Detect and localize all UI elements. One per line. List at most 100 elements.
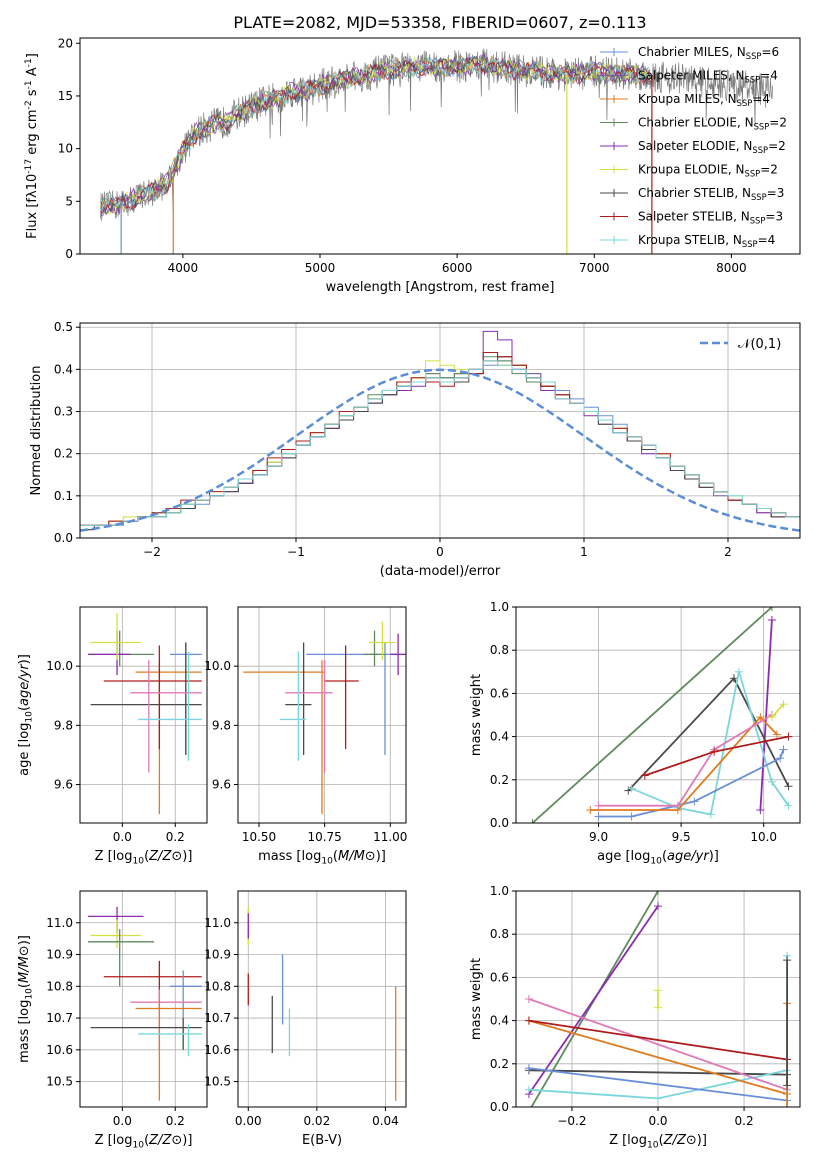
gaussian-curve [80,368,800,532]
x-axis-label: Z [log10(Z/Z⊙)] [609,1133,707,1150]
y-tick-label: 0 [65,247,73,261]
hist-step-salpeter-stelib [80,352,800,538]
panel-age-vs-mass: 10.50 10.75 11.00 9.6 9.8 10.0 mass [log10(M/M… [204,606,407,866]
legend-entry: Chabrier ELODIE, NSSP=2 [638,116,787,132]
panel-weight-vs-Z: −0.2 0.0 0.2 0.0 0.2 0.4 0.6 0.8 1.0 Z [log10(Z/Z… [469,884,801,1150]
x-tick-label: 4000 [168,261,199,275]
weight-line-kroupa-elodie [771,703,785,718]
y-axis-label: mass [log10(M/M⊙)] [17,935,34,1063]
y-tick-label: 10.7 [46,1011,73,1025]
y-tick-label: 9.8 [54,718,73,732]
y-tick-label: 1.0 [490,600,509,614]
panel-residual-hist: −2 −1 0 1 2 0.0 0.1 0.2 0.3 0.4 0.5 (data-model)/er… [29,320,801,579]
legend-entry: Kroupa ELODIE, NSSP=2 [638,163,778,179]
y-tick-label: 10.9 [46,948,73,962]
legend-entry: Salpeter STELIB, NSSP=3 [638,210,783,226]
x-tick-label: 1 [580,545,588,559]
y-tick-label: 11.0 [204,916,231,930]
x-tick-label: 0.0 [648,1114,667,1128]
y-tick-label: 0.1 [54,489,73,503]
hist-step-kroupa-miles [80,360,800,538]
y-tick-label: 10.6 [46,1043,73,1057]
y-tick-label: 0.8 [490,643,509,657]
y-tick-label: 0.2 [490,773,509,787]
panel-spectrum: 4000 5000 6000 7000 8000 0 5 10 15 20 wavelength [… [24,36,801,295]
legend-entry: 𝒩(0,1) [738,337,781,352]
hist-step-chabrier-miles [80,360,800,538]
weight-line-salpeter-elodie [759,619,773,811]
legend-entry: Chabrier MILES, NSSP=6 [638,45,779,61]
plot-area [524,891,792,1107]
model-line-kroupa-stelib [100,56,650,212]
y-tick-label: 9.8 [212,718,231,732]
x-tick-label: 7000 [579,261,610,275]
y-tick-label: 0.2 [54,447,73,461]
y-tick-label: 10.8 [204,979,231,993]
y-tick-label: 10.8 [46,979,73,993]
axes-frame [79,890,208,1108]
y-tick-label: 0.4 [490,730,509,744]
y-tick-label: 0.0 [490,1100,509,1114]
y-tick-label: 10.7 [204,1011,231,1025]
x-tick-label: 0.0 [113,830,132,844]
axes-frame [515,606,801,824]
y-axis-label: Flux [fλ10-17 erg cm-2 s-1 A-1] [24,53,40,239]
y-tick-label: 15 [58,89,73,103]
weight-line-kroupa-miles [528,1019,788,1095]
x-tick-label: 0.02 [303,1114,330,1128]
axes-frame [79,37,801,255]
x-tick-label: 5000 [305,261,336,275]
x-tick-label: −2 [143,545,161,559]
y-tick-label: 0.4 [490,1014,509,1028]
y-axis-label: age [log10(age/yr)] [17,654,34,776]
y-tick-label: 0.3 [54,405,73,419]
y-tick-label: 10.6 [204,1043,231,1057]
x-axis-label: Z [log10(Z/Z⊙)] [95,849,193,866]
x-tick-label: 8000 [716,261,747,275]
plot-area [87,906,202,1101]
plot-area [87,612,202,815]
x-axis-label: mass [log10(M/M⊙)] [258,849,386,866]
y-tick-label: 20 [58,36,73,50]
y-tick-label: 9.6 [212,778,231,792]
plot-area [247,906,397,1101]
y-tick-label: 0.6 [490,686,509,700]
x-axis-label: (data-model)/error [380,564,501,579]
x-tick-label: 2 [724,545,732,559]
legend-entry: Kroupa MILES, NSSP=4 [638,92,770,108]
y-tick-label: 0.4 [54,362,73,376]
plot-area [80,330,800,538]
panel-weight-vs-age: 9.0 9.5 10.0 0.0 0.2 0.4 0.6 0.8 1.0 age [log10(a… [469,600,801,866]
legend-entry: Kroupa STELIB, NSSP=4 [638,233,775,249]
hist-step-chabrier-elodie [80,356,800,538]
x-tick-label: 0.0 [113,1114,132,1128]
x-tick-label: 9.0 [589,830,608,844]
weight-line-pink [598,714,773,807]
x-tick-label: 10.50 [242,830,276,844]
axes-frame [237,606,407,824]
x-tick-label: 11.00 [373,830,407,844]
hist-step-kroupa-stelib [80,360,800,538]
axes-frame [237,890,407,1108]
model-line-salpeter-elodie [100,53,650,215]
model-line-kroupa-elodie [100,56,650,216]
model-line-chabrier-stelib [100,55,650,215]
y-tick-label: 1.0 [490,884,509,898]
y-tick-label: 9.6 [54,778,73,792]
weight-line-salpeter-stelib [528,1019,788,1061]
x-tick-label: 0.2 [166,1114,185,1128]
x-tick-label: −0.2 [557,1114,586,1128]
weight-line-pink [528,998,788,1091]
hist-step-chabrier-stelib [80,356,800,538]
x-tick-label: 10.75 [307,830,341,844]
x-tick-label: −1 [287,545,305,559]
y-axis-label: mass weight [469,674,484,756]
y-tick-label: 10.0 [204,659,231,673]
y-tick-label: 11.0 [46,916,73,930]
x-tick-label: 10.0 [750,830,777,844]
x-axis-label: E(B-V) [302,1133,342,1148]
x-axis-label: wavelength [Angstrom, rest frame] [326,280,555,295]
panel-mass-vs-EBV: 0.00 0.02 0.04 10.5 10.6 10.7 10.8 10.9 11.0 E(B-… [204,890,407,1148]
y-axis-label: mass weight [469,958,484,1040]
panel-age-vs-Z: 0.0 0.2 9.6 9.8 10.0 Z [log10(Z/Z⊙)] age [log1… [17,606,208,866]
